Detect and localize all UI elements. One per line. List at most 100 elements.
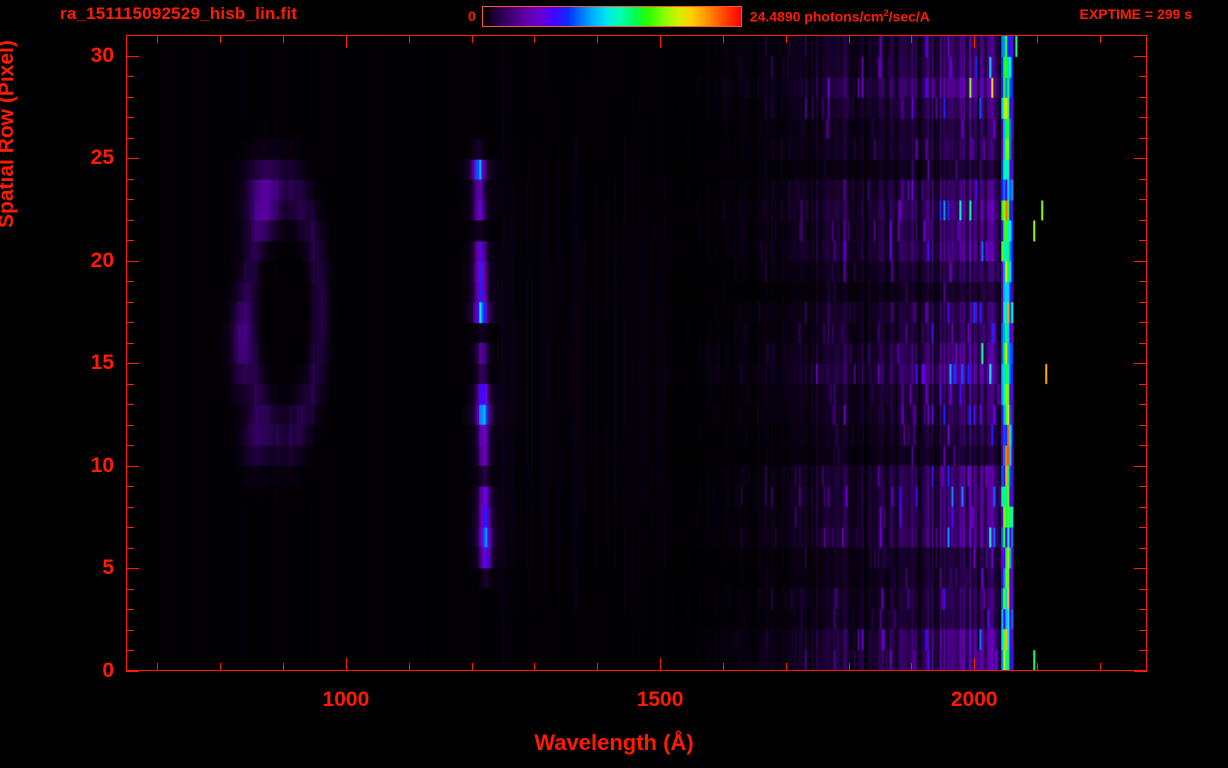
- y-minor-tick: [126, 486, 134, 487]
- y-minor-tick-right: [1139, 179, 1147, 180]
- plot-frame: [126, 35, 1147, 671]
- y-minor-tick: [126, 507, 134, 508]
- y-major-tick-right: [1134, 261, 1147, 262]
- y-minor-tick: [126, 322, 134, 323]
- x-tick-label: 2000: [950, 688, 998, 711]
- y-minor-tick-right: [1139, 548, 1147, 549]
- x-minor-tick-top: [220, 35, 221, 43]
- y-tick-label: 0: [102, 659, 114, 682]
- y-minor-tick: [126, 199, 134, 200]
- colorbar-min-label: 0: [468, 8, 476, 24]
- y-minor-tick: [126, 220, 134, 221]
- y-minor-tick-right: [1139, 199, 1147, 200]
- y-minor-tick-right: [1139, 220, 1147, 221]
- x-major-tick: [346, 658, 347, 671]
- x-minor-tick-top: [786, 35, 787, 43]
- y-minor-tick-right: [1139, 138, 1147, 139]
- y-tick-label: 20: [90, 248, 114, 272]
- spectrogram-image: [127, 36, 1146, 670]
- x-minor-tick-top: [723, 35, 724, 43]
- y-minor-tick: [126, 425, 134, 426]
- x-minor-tick: [597, 663, 598, 671]
- y-minor-tick: [126, 138, 134, 139]
- y-tick-label: 30: [90, 43, 114, 67]
- x-minor-tick: [911, 663, 912, 671]
- y-minor-tick: [126, 117, 134, 118]
- x-minor-tick-top: [1100, 35, 1101, 43]
- exposure-time-label: EXPTIME = 299 s: [1079, 6, 1192, 22]
- y-minor-tick-right: [1139, 240, 1147, 241]
- y-major-tick: [126, 363, 139, 364]
- x-minor-tick-top: [472, 35, 473, 43]
- colorbar-units-suffix: /sec/A: [888, 8, 930, 25]
- y-major-tick: [126, 671, 139, 672]
- y-minor-tick: [126, 384, 134, 385]
- y-minor-tick-right: [1139, 322, 1147, 323]
- y-minor-tick-right: [1139, 486, 1147, 487]
- y-minor-tick: [126, 35, 134, 36]
- x-minor-tick-top: [534, 35, 535, 43]
- colorbar-units-exponent: 2: [883, 7, 889, 18]
- y-minor-tick-right: [1139, 589, 1147, 590]
- x-tick-label: 1000: [322, 688, 370, 711]
- y-minor-tick: [126, 97, 134, 98]
- x-major-tick-top: [974, 35, 975, 48]
- y-minor-tick: [126, 76, 134, 77]
- y-minor-tick-right: [1139, 609, 1147, 610]
- y-minor-tick: [126, 302, 134, 303]
- x-major-tick-top: [660, 35, 661, 48]
- y-major-tick-right: [1134, 568, 1147, 569]
- x-major-tick: [660, 658, 661, 671]
- x-minor-tick: [849, 663, 850, 671]
- x-minor-tick: [472, 663, 473, 671]
- x-minor-tick: [157, 663, 158, 671]
- y-tick-label: 15: [90, 351, 114, 375]
- x-minor-tick-top: [597, 35, 598, 43]
- y-minor-tick-right: [1139, 630, 1147, 631]
- x-major-tick: [974, 658, 975, 671]
- y-major-tick: [126, 158, 139, 159]
- x-minor-tick: [534, 663, 535, 671]
- y-minor-tick-right: [1139, 650, 1147, 651]
- y-major-tick-right: [1134, 363, 1147, 364]
- x-minor-tick: [786, 663, 787, 671]
- colorbar-max-value: 24.4890 photons/cm: [749, 8, 884, 25]
- colorbar-gradient: [481, 5, 742, 27]
- page-title: ra_151115092529_hisb_lin.fit: [60, 4, 298, 23]
- y-major-tick-right: [1134, 671, 1147, 672]
- y-tick-label: 25: [90, 146, 114, 170]
- x-major-tick-top: [346, 35, 347, 48]
- y-major-tick: [126, 56, 139, 57]
- y-minor-tick-right: [1139, 117, 1147, 118]
- y-minor-tick-right: [1139, 425, 1147, 426]
- y-major-tick-right: [1134, 466, 1147, 467]
- y-minor-tick: [126, 240, 134, 241]
- y-minor-tick-right: [1139, 281, 1147, 282]
- y-tick-label: 5: [102, 556, 114, 580]
- y-minor-tick: [126, 281, 134, 282]
- x-minor-tick-top: [1037, 35, 1038, 43]
- x-minor-tick-top: [157, 35, 158, 43]
- y-minor-tick-right: [1139, 35, 1147, 36]
- y-minor-tick-right: [1139, 384, 1147, 385]
- x-minor-tick-top: [849, 35, 850, 43]
- y-tick-label: 10: [90, 453, 114, 477]
- y-minor-tick-right: [1139, 445, 1147, 446]
- y-major-tick: [126, 261, 139, 262]
- x-tick-label: 1500: [636, 688, 684, 711]
- y-minor-tick-right: [1139, 343, 1147, 344]
- y-major-tick: [126, 466, 139, 467]
- y-minor-tick: [126, 548, 134, 549]
- x-minor-tick: [1100, 663, 1101, 671]
- y-minor-tick: [126, 179, 134, 180]
- colorbar-max-label: 24.4890 photons/cm2/sec/A: [750, 8, 930, 25]
- x-minor-tick-top: [283, 35, 284, 43]
- x-minor-tick: [283, 663, 284, 671]
- x-minor-tick: [723, 663, 724, 671]
- y-minor-tick-right: [1139, 97, 1147, 98]
- y-major-tick-right: [1134, 56, 1147, 57]
- x-minor-tick-top: [911, 35, 912, 43]
- y-minor-tick-right: [1139, 404, 1147, 405]
- y-minor-tick-right: [1139, 507, 1147, 508]
- y-minor-tick: [126, 650, 134, 651]
